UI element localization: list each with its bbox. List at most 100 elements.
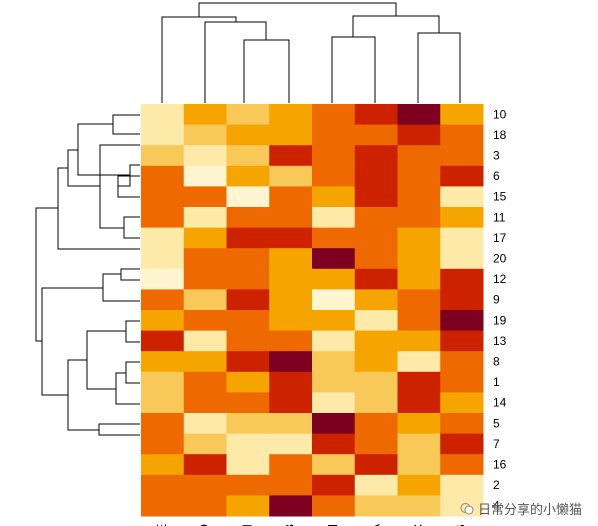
heatmap-cell-5-H [312, 413, 356, 435]
heatmap-cell-16-C [397, 454, 441, 476]
heatmap-cell-4-D [183, 495, 227, 517]
heatmap-cell-19-D [183, 310, 227, 332]
heatmap-cell-17-G [440, 227, 484, 249]
heatmap-cell-6-B [269, 165, 313, 187]
heatmap-cell-13-G [440, 330, 484, 352]
row-label: 18 [493, 128, 507, 142]
heatmap-cell-5-G [440, 413, 484, 435]
column-dendrogram [161, 2, 461, 103]
heatmap-cell-8-B [269, 351, 313, 373]
heatmap-cell-15-E [141, 186, 185, 208]
heatmap-cell-20-H [312, 248, 356, 270]
heatmap-cell-6-E [141, 165, 185, 187]
heatmap-cell-18-B [269, 124, 313, 146]
heatmap-cell-1-A [354, 371, 398, 393]
heatmap-cell-8-H [312, 351, 356, 373]
heatmap-cell-15-H [312, 186, 356, 208]
heatmap-cell-15-G [440, 186, 484, 208]
heatmap-cell-5-E [141, 413, 185, 435]
heatmap-cell-7-C [397, 433, 441, 455]
row-label: 6 [493, 169, 500, 183]
column-label: A [368, 524, 383, 526]
heatmap-cell-15-B [269, 186, 313, 208]
heatmap-cell-5-A [354, 413, 398, 435]
heatmap-cell-4-I [226, 495, 270, 517]
heatmap-cell-14-C [397, 392, 441, 414]
heatmap-cell-4-B [269, 495, 313, 517]
heatmap-cell-7-I [226, 433, 270, 455]
heatmap-cell-4-A [354, 495, 398, 517]
heatmap-cell-1-I [226, 371, 270, 393]
heatmap-cell-15-D [183, 186, 227, 208]
row-label: 17 [493, 231, 507, 245]
heatmap-cell-2-E [141, 474, 185, 496]
row-label: 11 [493, 210, 506, 224]
heatmap-cell-12-C [397, 268, 441, 290]
heatmap-cell-10-C [397, 104, 441, 126]
heatmap-cell-17-I [226, 227, 270, 249]
heatmap-cell-6-I [226, 165, 270, 187]
row-labels: 10 18 3 6 15 11 17 20 12 9 19 13 8 1 14 5 7 16 2 4 [493, 107, 507, 512]
heatmap-cell-1-H [312, 371, 356, 393]
heatmap-cell-5-C [397, 413, 441, 435]
row-label: 2 [493, 478, 500, 492]
heatmap-cell-3-I [226, 145, 270, 167]
heatmap-cell-7-H [312, 433, 356, 455]
heatmap-cell-4-C [397, 495, 441, 517]
heatmap-cell-2-G [440, 474, 484, 496]
heatmap-cell-1-G [440, 371, 484, 393]
heatmap-cell-2-C [397, 474, 441, 496]
heatmap-cell-10-B [269, 104, 313, 126]
heatmap-cell-14-E [141, 392, 185, 414]
heatmap-cell-9-D [183, 289, 227, 311]
heatmap-cell-2-H [312, 474, 356, 496]
heatmap-cell-6-D [183, 165, 227, 187]
column-label: D [197, 524, 212, 526]
heatmap-cell-18-H [312, 124, 356, 146]
heatmap-cell-4-E [141, 495, 185, 517]
heatmap-cell-17-C [397, 227, 441, 249]
heatmap-cell-12-D [183, 268, 227, 290]
watermark: 日常分享的小懒猫 [460, 499, 582, 518]
heatmap-cell-12-A [354, 268, 398, 290]
heatmap-cell-16-D [183, 454, 227, 476]
heatmap-cell-15-C [397, 186, 441, 208]
heatmap-cell-5-D [183, 413, 227, 435]
heatmap-cell-14-G [440, 392, 484, 414]
heatmap-cell-12-E [141, 268, 185, 290]
heatmap-cell-9-E [141, 289, 185, 311]
heatmap-cell-7-E [141, 433, 185, 455]
heatmap-cell-19-G [440, 310, 484, 332]
heatmap-cell-16-A [354, 454, 398, 476]
heatmap-cell-1-D [183, 371, 227, 393]
heatmap-cell-11-D [183, 207, 227, 229]
heatmap-cell-19-E [141, 310, 185, 332]
heatmap-cell-17-E [141, 227, 185, 249]
heatmap-cell-19-B [269, 310, 313, 332]
heatmap-cell-14-H [312, 392, 356, 414]
heatmap-cell-1-E [141, 371, 185, 393]
heatmap-cell-10-H [312, 104, 356, 126]
heatmap-cell-7-D [183, 433, 227, 455]
heatmap-cell-18-I [226, 124, 270, 146]
heatmap-cell-16-I [226, 454, 270, 476]
heatmap-cell-3-A [354, 145, 398, 167]
row-label: 9 [493, 293, 500, 307]
heatmap-cell-20-E [141, 248, 185, 270]
heatmap-cell-14-B [269, 392, 313, 414]
heatmap-cell-11-G [440, 207, 484, 229]
heatmap-cell-18-D [183, 124, 227, 146]
heatmap-cell-8-A [354, 351, 398, 373]
heatmap-cell-2-D [183, 474, 227, 496]
heatmap-cell-3-G [440, 145, 484, 167]
heatmap-cell-12-B [269, 268, 313, 290]
heatmap-cell-11-A [354, 207, 398, 229]
column-label: H [325, 524, 340, 526]
heatmap-cell-10-D [183, 104, 227, 126]
heatmap-cell-9-H [312, 289, 356, 311]
heatmap-cell-3-B [269, 145, 313, 167]
heatmap-cell-13-I [226, 330, 270, 352]
row-label: 1 [493, 375, 500, 389]
heatmap-cell-6-H [312, 165, 356, 187]
